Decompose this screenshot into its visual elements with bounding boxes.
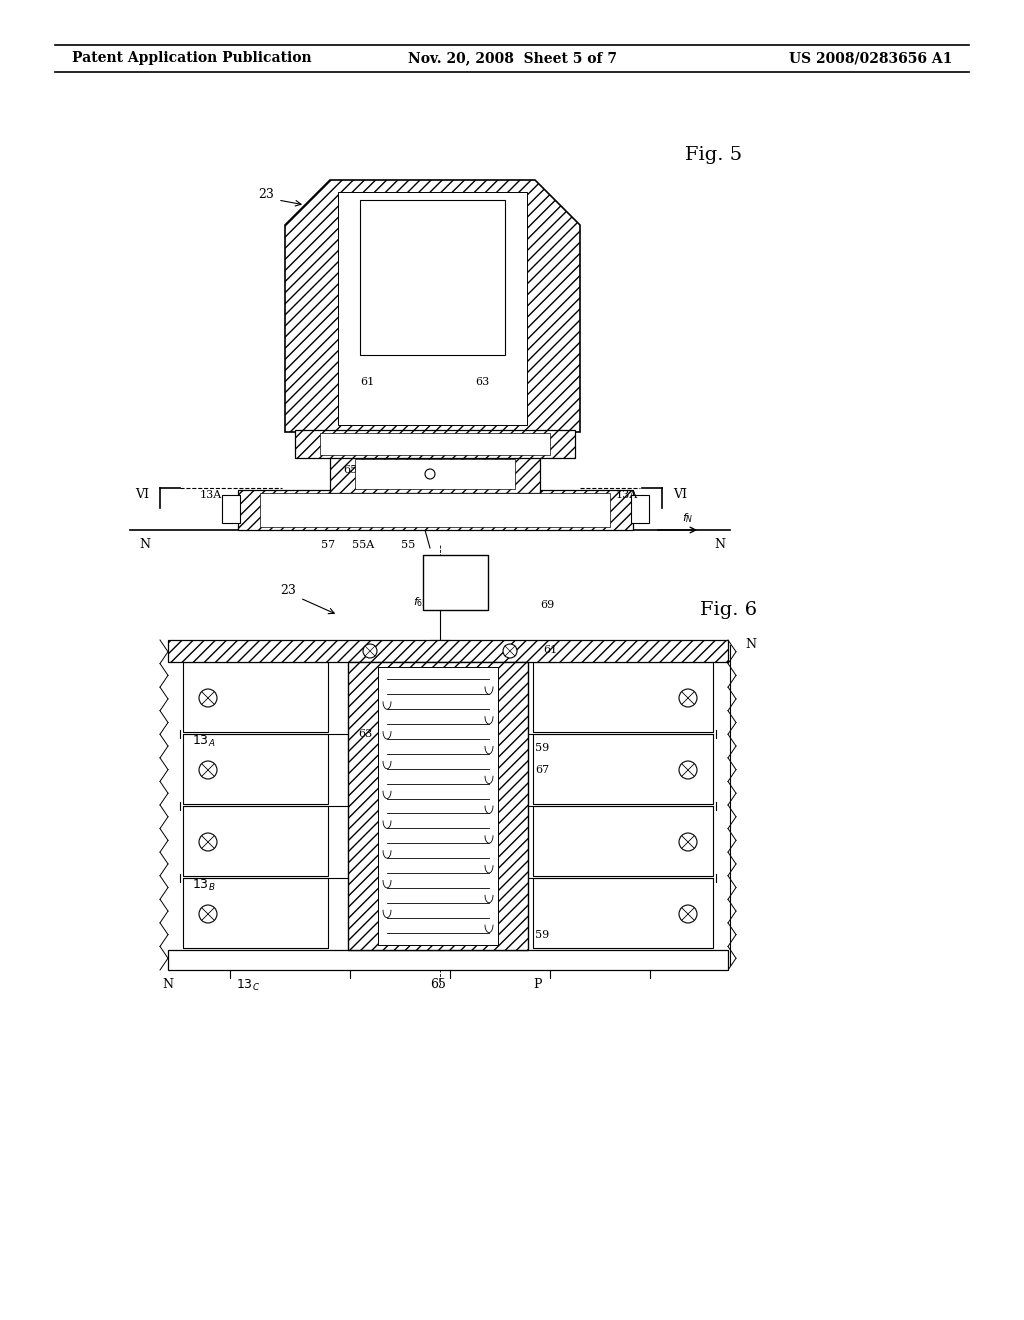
Circle shape [199,906,217,923]
Circle shape [199,689,217,708]
Text: 69: 69 [540,601,554,610]
Text: 67: 67 [483,465,497,475]
Bar [378,667,498,945]
Text: VI: VI [135,488,150,502]
Bar [423,554,488,610]
Text: 23: 23 [258,189,274,202]
Text: 65: 65 [343,465,357,475]
Bar [183,734,328,804]
Circle shape [679,762,697,779]
Bar [360,201,505,355]
Circle shape [362,644,377,657]
Bar [183,807,328,876]
Text: VI: VI [673,488,687,502]
Text: 23: 23 [281,583,296,597]
Circle shape [679,906,697,923]
Text: 59: 59 [535,931,549,940]
Text: 63: 63 [358,729,373,739]
Bar [338,191,527,425]
Bar [348,663,528,950]
Circle shape [679,833,697,851]
Text: $13_A$: $13_A$ [193,734,215,748]
Bar [238,490,633,531]
Bar [534,663,713,733]
Bar [168,950,728,970]
Bar [319,433,550,455]
Text: $f_{65}$: $f_{65}$ [413,595,428,609]
Circle shape [425,469,435,479]
Text: P: P [534,978,543,991]
Text: US 2008/0283656 A1: US 2008/0283656 A1 [788,51,952,65]
Bar [534,878,713,948]
Bar [330,455,540,492]
Text: $f_N$: $f_N$ [682,511,693,525]
Bar [534,807,713,876]
Bar [168,640,728,663]
Bar [534,734,713,804]
Circle shape [679,689,697,708]
Text: $13_B$: $13_B$ [193,878,215,892]
Text: 55A: 55A [352,540,374,550]
Circle shape [199,762,217,779]
Bar [183,663,328,733]
Circle shape [199,833,217,851]
Text: N: N [745,639,756,652]
Polygon shape [285,180,580,432]
Bar [355,459,515,488]
Bar [295,430,575,458]
Text: 67: 67 [535,766,549,775]
Bar [222,495,240,523]
Text: 13A: 13A [200,490,222,500]
Text: 65: 65 [430,978,445,991]
Text: 61: 61 [543,645,557,655]
Text: Nov. 20, 2008  Sheet 5 of 7: Nov. 20, 2008 Sheet 5 of 7 [408,51,616,65]
Text: 51: 51 [422,259,438,272]
Text: Fig. 5: Fig. 5 [685,147,742,164]
Circle shape [503,644,517,657]
Bar [631,495,649,523]
Text: 53: 53 [393,465,408,475]
Text: $13_C$: $13_C$ [236,977,260,993]
Text: P: P [594,513,602,523]
Text: N: N [715,539,725,552]
Text: 59: 59 [535,743,549,754]
Text: Fig. 6: Fig. 6 [700,601,757,619]
Text: 57: 57 [321,540,335,550]
Bar [260,492,610,527]
Text: 61: 61 [360,378,374,387]
Text: Patent Application Publication: Patent Application Publication [72,51,311,65]
Text: N: N [163,978,173,991]
Text: 55: 55 [400,540,415,550]
Text: 59: 59 [421,465,435,475]
Text: N: N [139,539,151,552]
Bar [183,878,328,948]
Text: 13A: 13A [615,490,638,500]
Text: 63: 63 [475,378,489,387]
